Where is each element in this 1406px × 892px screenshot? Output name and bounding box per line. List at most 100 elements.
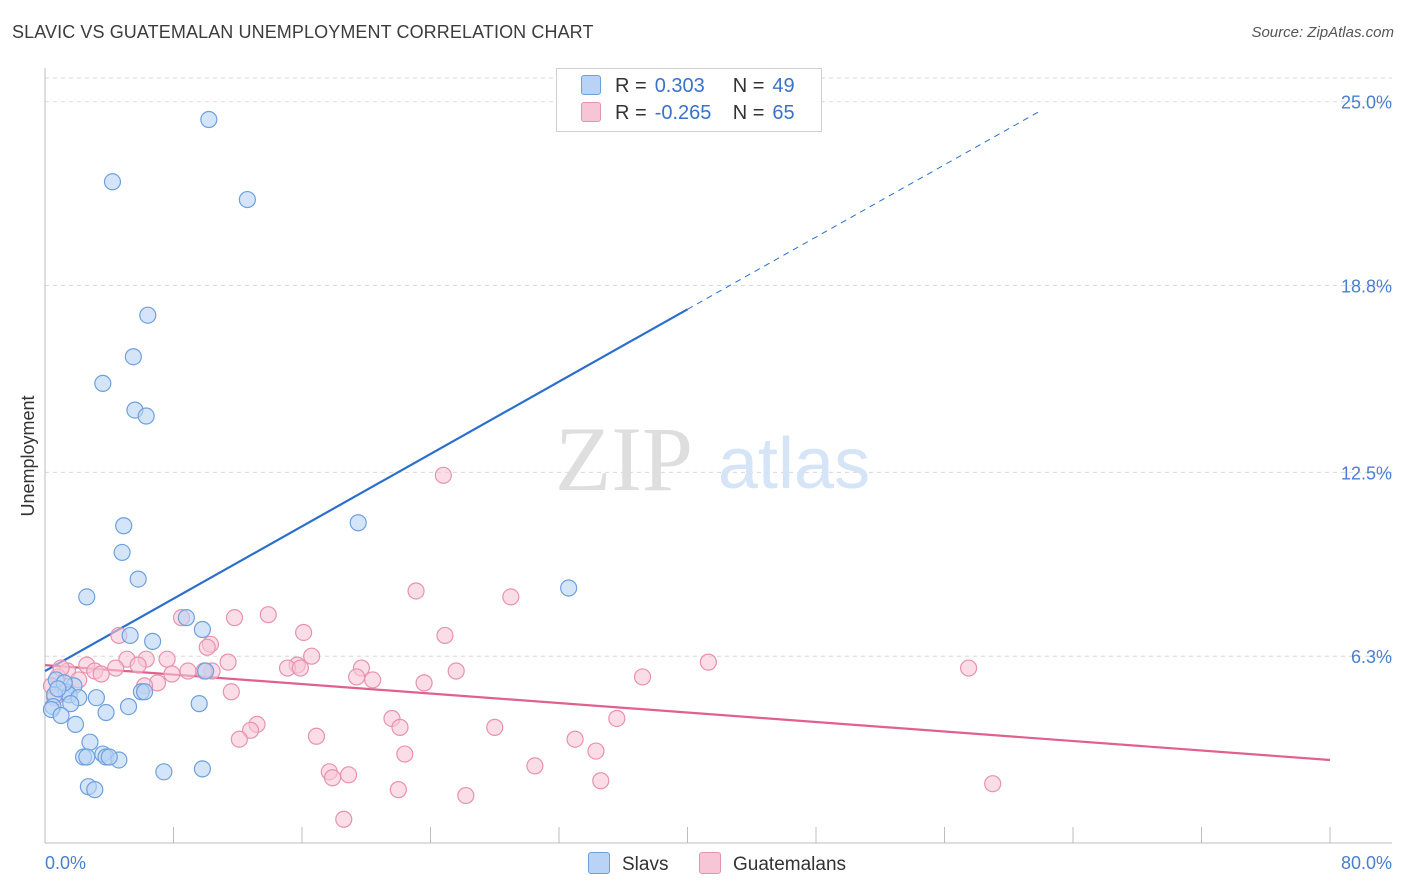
guatemalans-point (198, 638, 216, 656)
guatemalans-point (434, 466, 452, 484)
guatemalans-point (566, 730, 584, 748)
slavs-trend-extension (687, 110, 1042, 310)
legend-label-slavs: Slavs (622, 854, 669, 875)
data-points (42, 110, 1002, 828)
slavs-point (135, 683, 154, 701)
legend-n-value-slavs: 49 (772, 75, 795, 97)
slavs-point (238, 190, 256, 209)
guatemalans-point (295, 623, 313, 642)
guatemalans-point (407, 582, 425, 600)
slavs-point (197, 662, 215, 680)
slavs-point (52, 706, 70, 725)
slavs-point (560, 579, 578, 597)
guatemalans-trend-line (44, 663, 1331, 762)
slavs-point (49, 680, 67, 698)
legend-item-guatemalans[interactable]: Guatemalans (699, 852, 846, 876)
slavs-point (349, 514, 367, 532)
guatemalans-point (129, 656, 147, 674)
slavs-swatch-icon (588, 852, 610, 874)
slavs-point (190, 695, 208, 713)
slavs-point (177, 609, 195, 627)
legend-row-slavs: R = 0.303 N = 49 (581, 75, 795, 99)
legend-n-label: N = (732, 75, 765, 97)
legend-r-label: R = (615, 75, 647, 97)
guatemalans-point (222, 683, 240, 701)
guatemalans-point (225, 609, 244, 627)
guatemalans-point (163, 665, 181, 683)
guatemalans-point (391, 718, 409, 736)
slavs-point (115, 517, 133, 535)
guatemalans-point (219, 653, 237, 671)
guatemalans-point (230, 730, 248, 748)
guatemalans-point (592, 772, 610, 790)
source-label: Source: ZipAtlas.com (1251, 24, 1394, 41)
slavs-point (144, 632, 162, 650)
slavs-point (94, 374, 112, 393)
watermark-atlas: atlas (718, 424, 870, 504)
guatemalans-point (415, 674, 433, 692)
guatemalans-point (633, 668, 652, 686)
legend-item-slavs[interactable]: Slavs (588, 852, 668, 876)
slavs-point (66, 715, 85, 733)
slavs-point (78, 588, 96, 606)
y-tick-label: 18.8% (1341, 277, 1392, 297)
legend-label-guatemalans: Guatemalans (733, 854, 847, 875)
slavs-point (87, 689, 106, 707)
series-legend: Slavs Guatemalans (0, 852, 1406, 878)
guatemalans-point (158, 650, 176, 668)
watermark: ZIP atlas (555, 408, 870, 510)
slavs-point (100, 748, 118, 766)
y-axis-label: Unemployment (18, 395, 38, 516)
guatemalans-point (307, 727, 326, 745)
y-tick-label: 6.3% (1351, 647, 1392, 667)
legend-r-value-slavs: 0.303 (654, 75, 705, 97)
watermark-zip: ZIP (555, 408, 693, 510)
guatemalans-swatch-icon (581, 102, 601, 122)
trend-lines (44, 110, 1331, 762)
guatemalans-point (447, 662, 465, 680)
slavs-point (97, 703, 115, 722)
guatemalans-point (339, 766, 358, 784)
legend-r-value-guatemalans: -0.265 (654, 102, 712, 124)
guatemalans-point (348, 668, 366, 686)
guatemalans-point (323, 769, 342, 787)
guatemalans-point (291, 659, 309, 677)
slavs-trend-line (44, 308, 689, 672)
legend-r-label: R = (615, 102, 647, 124)
slavs-point (78, 748, 96, 766)
guatemalans-point (396, 745, 414, 763)
legend-row-guatemalans: R = -0.265 N = 65 (581, 102, 795, 126)
slavs-point (113, 543, 131, 562)
guatemalans-point (502, 588, 520, 606)
slavs-point (124, 348, 142, 366)
guatemalans-point (526, 757, 544, 775)
guatemalans-point (92, 665, 110, 683)
guatemalans-point (486, 718, 504, 736)
guatemalans-point (984, 775, 1002, 793)
slavs-point (137, 407, 155, 425)
slavs-point (155, 763, 173, 781)
guatemalans-point (457, 786, 475, 805)
guatemalans-point (303, 647, 321, 665)
guatemalans-point (608, 709, 626, 728)
slavs-swatch-icon (581, 75, 601, 95)
slavs-point (103, 173, 122, 191)
slavs-point (139, 306, 157, 324)
stats-legend: R = 0.303 N = 49 R = -0.265 N = 65 (556, 68, 822, 132)
x-tick-label-max: 80.0% (1341, 853, 1392, 873)
slavs-point (193, 760, 212, 778)
guatemalans-swatch-icon (699, 852, 721, 874)
gridlines (45, 77, 1392, 657)
legend-n-label: N = (732, 102, 765, 124)
slavs-point (119, 698, 138, 716)
guatemalans-point (699, 653, 717, 671)
guatemalans-point (959, 659, 978, 677)
x-tick-label-min: 0.0% (45, 853, 86, 873)
guatemalans-point (335, 810, 353, 828)
guatemalans-point (364, 671, 382, 689)
guatemalans-point (107, 659, 125, 677)
y-tick-label: 25.0% (1341, 93, 1392, 113)
guatemalans-point (242, 721, 260, 739)
y-tick-label: 12.5% (1341, 463, 1392, 483)
